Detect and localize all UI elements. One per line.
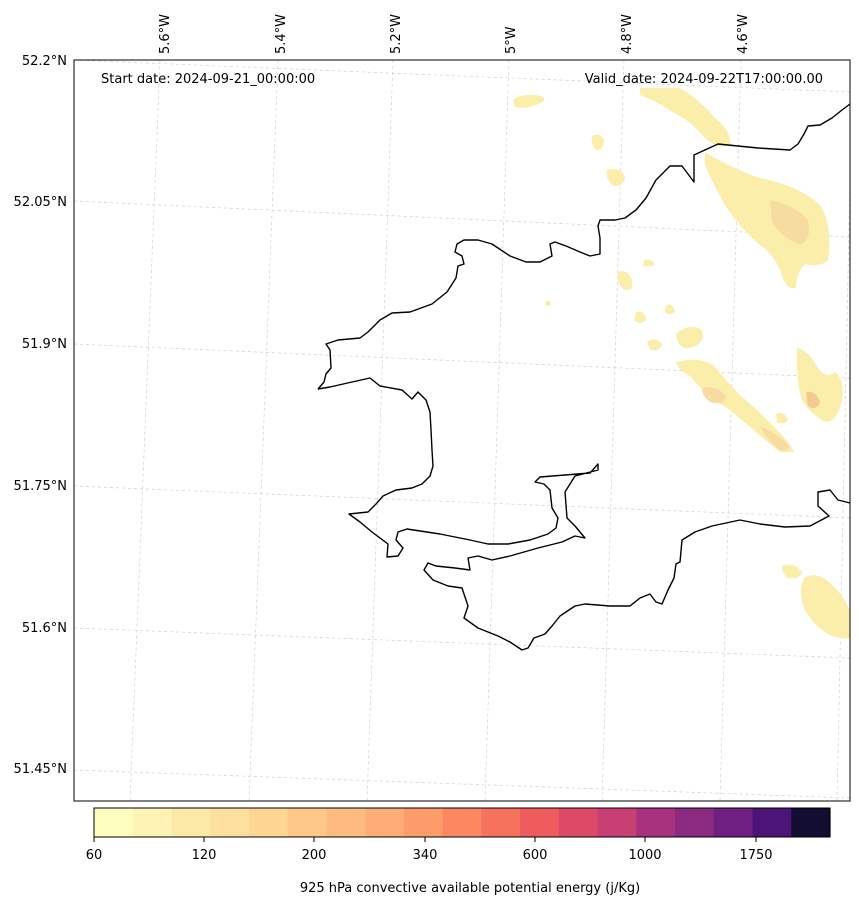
lat-label: 51.9°N — [22, 337, 67, 352]
colorbar-segment — [171, 808, 211, 837]
colorbar-segment — [365, 808, 405, 837]
colorbar-tick-label: 340 — [413, 848, 438, 863]
colorbar — [94, 808, 831, 837]
cape-patch — [634, 311, 646, 323]
colorbar-segment — [403, 808, 444, 837]
cape-patch — [782, 564, 802, 579]
cape-patch — [606, 168, 625, 186]
colorbar-segment — [752, 808, 792, 837]
cape-patch — [617, 271, 633, 291]
cape-patch — [545, 300, 551, 306]
colorbar-label: 925 hPa convective available potential e… — [300, 881, 640, 896]
lat-label: 51.75°N — [14, 479, 67, 494]
lat-label: 52.2°N — [22, 54, 67, 69]
lon-label: 5.6°W — [158, 14, 173, 54]
colorbar-tick-label: 1000 — [628, 848, 661, 863]
colorbar-border — [93, 807, 831, 838]
cape-patch — [665, 304, 675, 314]
lat-label: 52.05°N — [14, 195, 67, 210]
cape-patch — [647, 339, 662, 351]
colorbar-segment — [326, 808, 366, 837]
colorbar-segment — [520, 808, 560, 837]
cape-patch — [643, 259, 655, 267]
latitude-labels: 52.2°N 52.05°N 51.9°N 51.75°N 51.6°N 51.… — [14, 54, 67, 777]
colorbar-segment — [713, 808, 754, 837]
lon-label: 4.8°W — [620, 14, 635, 54]
cape-patch — [513, 94, 545, 108]
lon-label: 5.4°W — [274, 14, 289, 54]
colorbar-tick-label: 600 — [523, 848, 548, 863]
colorbar-segment — [248, 808, 289, 837]
colorbar-segment — [132, 808, 173, 837]
colorbar-segment — [481, 808, 521, 837]
cape-patch — [705, 152, 830, 289]
colorbar-segment — [675, 808, 715, 837]
colorbar-tick-label: 60 — [86, 848, 103, 863]
cape-patch — [702, 387, 726, 404]
cape-patch — [801, 575, 850, 639]
meridian-4.4 — [836, 179, 851, 802]
coastline-upper — [317, 103, 851, 390]
colorbar-tick-label: 200 — [302, 848, 327, 863]
graticule — [73, 59, 851, 802]
cape-field — [513, 88, 850, 639]
colorbar-tick-label: 1750 — [739, 848, 772, 863]
lon-label: 5°W — [504, 26, 519, 54]
colorbar-tick-label: 120 — [192, 848, 217, 863]
cape-patch — [770, 200, 809, 245]
colorbar-segment — [94, 808, 134, 837]
cape-patch — [676, 326, 703, 349]
colorbar-segment — [210, 808, 250, 837]
cape-patch — [760, 426, 789, 451]
colorbar-segment — [442, 808, 482, 837]
cape-patch — [806, 391, 820, 409]
colorbar-segment — [287, 808, 328, 837]
colorbar-ticks: 60 120 200 340 600 1000 1750 — [86, 837, 773, 863]
colorbar-segment — [597, 808, 637, 837]
valid-date-label: Valid_date: 2024-09-22T17:00:00.00 — [585, 72, 823, 87]
cape-patch — [640, 88, 731, 147]
cape-patch — [776, 412, 788, 424]
meridian-5.6 — [129, 59, 161, 802]
longitude-labels: 5.6°W 5.4°W 5.2°W 5°W 4.8°W 4.6°W — [158, 14, 751, 54]
colorbar-segment — [558, 808, 599, 837]
colorbar-segment — [636, 808, 676, 837]
cape-patch — [591, 134, 604, 150]
coastline — [317, 103, 851, 651]
coastline-north — [317, 377, 851, 651]
map-border — [73, 59, 851, 802]
colorbar-segment — [791, 808, 831, 837]
start-date-label: Start date: 2024-09-21_00:00:00 — [101, 72, 315, 87]
lat-label: 51.6°N — [22, 621, 67, 636]
lon-label: 5.2°W — [389, 14, 404, 54]
lat-label: 51.45°N — [14, 762, 67, 777]
lon-label: 4.6°W — [736, 14, 751, 54]
